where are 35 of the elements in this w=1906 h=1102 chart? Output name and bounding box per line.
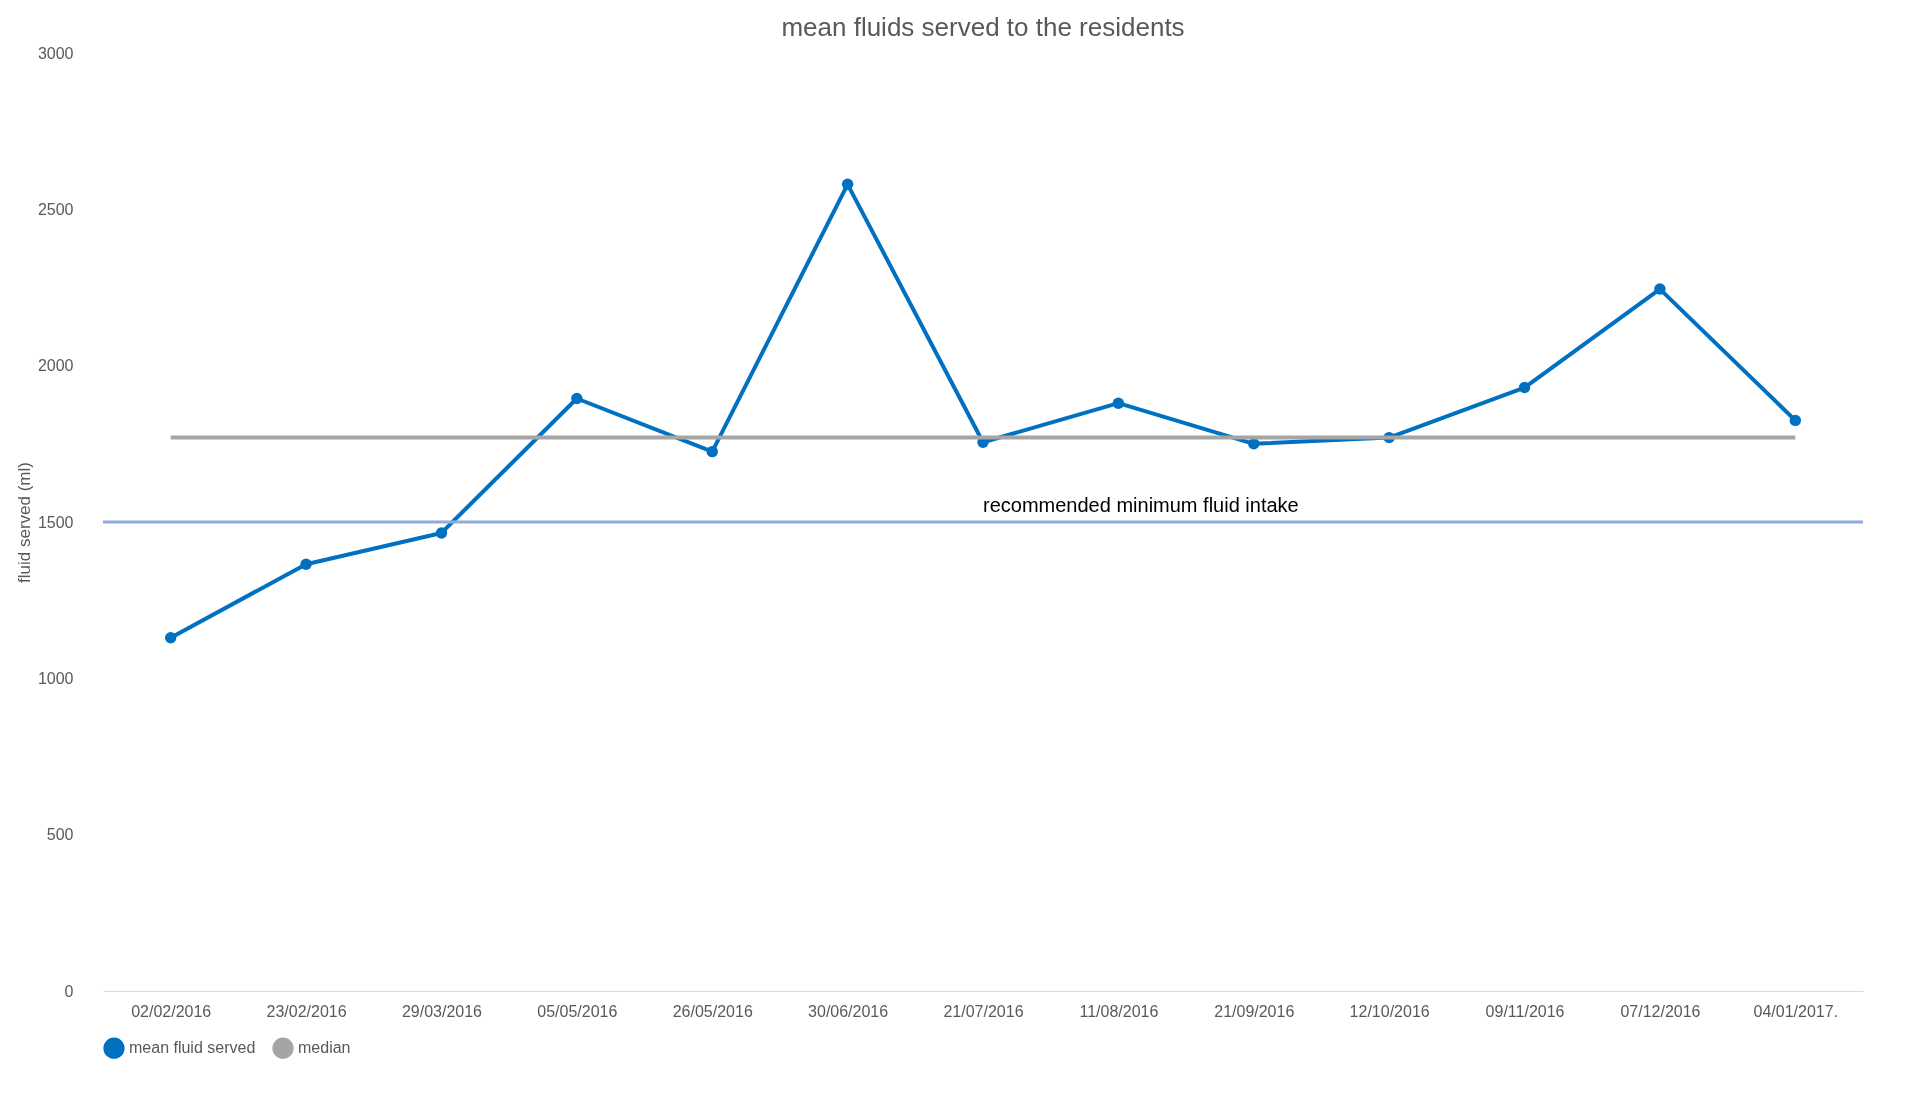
point: [1789, 414, 1802, 427]
x-tick-label: 26/05/2016: [672, 1002, 753, 1020]
point: [435, 527, 448, 539]
x-tick-label: 21/09/2016: [1214, 1002, 1295, 1020]
x-tick-label: 04/01/2017.: [1753, 1002, 1839, 1020]
y-tick-label: 2500: [37, 200, 74, 218]
x-tick-label: 07/12/2016: [1620, 1002, 1701, 1020]
point: [300, 558, 312, 570]
y-axis-title: fluid served (ml): [14, 462, 34, 583]
point: [706, 445, 718, 458]
y-tick-label: 500: [46, 826, 74, 844]
x-tick-label: 09/11/2016: [1485, 1002, 1565, 1020]
legend-label: median: [298, 1039, 351, 1057]
point: [1518, 381, 1531, 394]
ref-line-label: recommended minimum fluid intake: [983, 494, 1299, 516]
x-tick-label: 30/06/2016: [808, 1002, 889, 1020]
x-tick-label: 12/10/2016: [1349, 1002, 1430, 1020]
y-tick-label: 1000: [37, 669, 74, 687]
x-tick-label: 21/07/2016: [943, 1002, 1024, 1020]
x-tick-label: 11/08/2016: [1079, 1002, 1159, 1020]
point: [1112, 397, 1125, 409]
x-tick-label: 29/03/2016: [401, 1002, 483, 1020]
y-tick-label: 1500: [37, 513, 74, 531]
legend-label: mean fluid served: [129, 1039, 256, 1057]
point: [841, 178, 854, 191]
y-tick-label: 3000: [37, 44, 74, 62]
x-tick-label: 02/02/2016: [131, 1002, 212, 1020]
x-tick-label: 05/05/2016: [537, 1002, 618, 1020]
y-tick-label: 0: [64, 982, 74, 1000]
point: [1654, 283, 1666, 295]
chart-title: mean fluids served to the residents: [781, 12, 1185, 42]
x-tick-label: 23/02/2016: [266, 1002, 347, 1020]
y-tick-label: 2000: [37, 357, 74, 375]
point: [571, 392, 583, 405]
point: [164, 632, 177, 644]
